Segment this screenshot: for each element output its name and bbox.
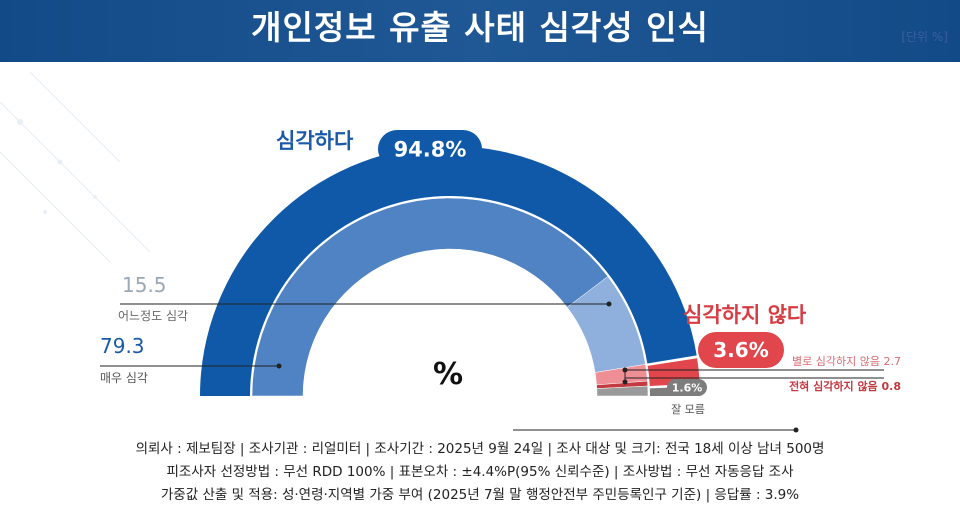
- bottom-rule-dot: [793, 427, 799, 433]
- slice-value-0: 79.3: [100, 334, 145, 358]
- group-name-2: 잘 모름: [671, 403, 705, 416]
- group-2-value: 1.6%: [672, 381, 703, 394]
- footer-line-3: 가중값 산출 및 적용: 성·연령·지역별 가중 부여 (2025년 7월 말 …: [160, 487, 800, 503]
- group-arc-0: [200, 145, 697, 396]
- group-0-pill: [378, 130, 482, 168]
- center-label: %: [433, 357, 463, 392]
- leader-dot-0: [276, 363, 282, 369]
- group-1-value: 3.6%: [713, 338, 768, 362]
- leader-dot-3: [622, 379, 628, 385]
- group-2-pill: [667, 379, 707, 396]
- slice-arc-0: [251, 197, 609, 397]
- slice-value-1: 15.5: [122, 273, 167, 297]
- group-name-0: 심각하다: [276, 129, 354, 153]
- slice-value-3: 전혀 심각하지 않음 0.8: [789, 379, 901, 393]
- footer-line-1: 의뢰사 : 제보팀장 | 조사기관 : 리얼미터 | 조사기간 : 2025년 …: [135, 441, 825, 457]
- group-name-1: 심각하지 않다: [683, 303, 807, 327]
- group-0-value: 94.8%: [394, 138, 467, 162]
- survey-footer: 의뢰사 : 제보팀장 | 조사기관 : 리얼미터 | 조사기간 : 2025년 …: [0, 438, 960, 518]
- chart-labels: % 심각하다 94.8% 심각하지 않다 3.6% 1.6% 잘 모름 15.5 어느정도 심각…: [100, 129, 901, 416]
- slice-name-1: 어느정도 심각: [118, 309, 188, 323]
- group-1-pill: [698, 332, 784, 368]
- leader-lines: [100, 301, 884, 433]
- unit-label: [단위 %]: [901, 30, 948, 44]
- slice-name-0: 매우 심각: [100, 371, 148, 385]
- slice-value-2: 별로 심각하지 않음 2.7: [792, 354, 901, 368]
- background-decoration: [0, 71, 151, 263]
- inner-ring: [251, 197, 649, 397]
- slice-arc-4: [596, 385, 649, 397]
- chart-svg: % 심각하다 94.8% 심각하지 않다 3.6% 1.6% 잘 모름 15.5 어느정도 심각…: [100, 129, 901, 433]
- leader-dot-1: [606, 301, 612, 307]
- footer-line-2: 피조사자 선정방법 : 무선 RDD 100% | 표본오차 : ±4.4%P(…: [166, 464, 794, 480]
- page-title: 개인정보 유출 사태 심각성 인식: [251, 8, 709, 47]
- header-shade: [0, 0, 960, 62]
- header-bar: [0, 0, 960, 62]
